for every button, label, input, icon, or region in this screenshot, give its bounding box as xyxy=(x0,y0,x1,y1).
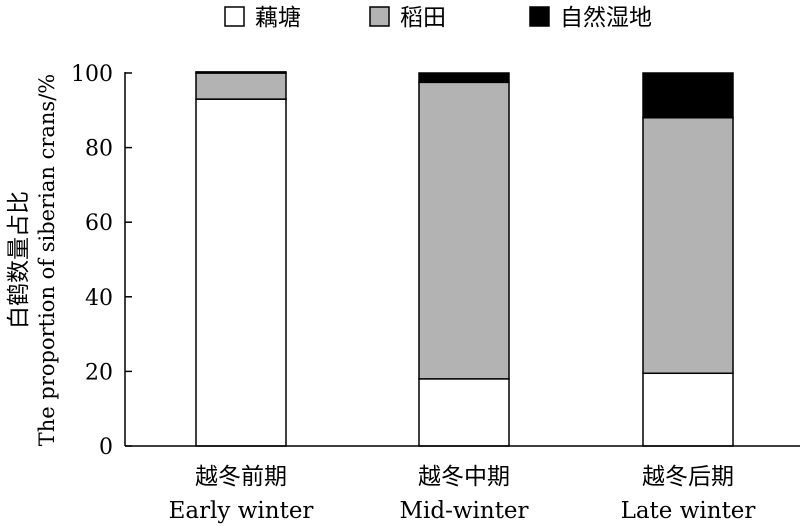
x-tick-label-en: Late winter xyxy=(621,498,756,524)
bars xyxy=(195,71,734,447)
bar-segment xyxy=(642,372,734,447)
y-axis-label: 白鹤数量占比 The proportion of siberian crans/… xyxy=(6,74,59,446)
x-axis-labels: 越冬前期 Early winter 越冬中期 Mid-winter 越冬后期 Late w… xyxy=(169,464,756,524)
legend-label: 藕塘 xyxy=(255,5,301,31)
x-tick-label-en: Early winter xyxy=(169,498,314,524)
bar-segment xyxy=(418,81,510,380)
legend-swatch xyxy=(224,6,245,27)
legend-label: 自然湿地 xyxy=(560,5,652,31)
legend-swatch xyxy=(369,6,390,27)
axes: 0 20 40 60 80 100 xyxy=(71,62,800,460)
x-tick-label-en: Mid-winter xyxy=(399,498,528,524)
legend-swatch xyxy=(529,6,550,27)
bar-segment xyxy=(642,117,734,375)
x-tick-label-zh: 越冬中期 xyxy=(418,464,510,490)
bar-segment xyxy=(418,378,510,447)
legend-label: 稻田 xyxy=(400,5,446,31)
bar-segment xyxy=(642,72,734,119)
y-tick-label: 0 xyxy=(99,435,113,460)
legend: 藕塘 稻田 自然湿地 xyxy=(224,5,652,31)
x-tick-label-zh: 越冬后期 xyxy=(642,464,734,490)
bar-segment xyxy=(195,71,287,74)
y-tick-label: 100 xyxy=(71,62,113,87)
bar-segment xyxy=(195,98,287,447)
bar-segment xyxy=(418,72,510,84)
y-axis-label-en: The proportion of siberian crans/% xyxy=(35,74,59,446)
y-axis-label-zh: 白鹤数量占比 xyxy=(6,191,32,329)
y-tick-label: 80 xyxy=(85,137,113,162)
y-tick-label: 20 xyxy=(85,360,113,385)
y-tick-label: 60 xyxy=(85,211,113,236)
x-tick-label-zh: 越冬前期 xyxy=(195,464,287,490)
y-tick-label: 40 xyxy=(85,286,113,311)
bar-segment xyxy=(195,72,287,100)
